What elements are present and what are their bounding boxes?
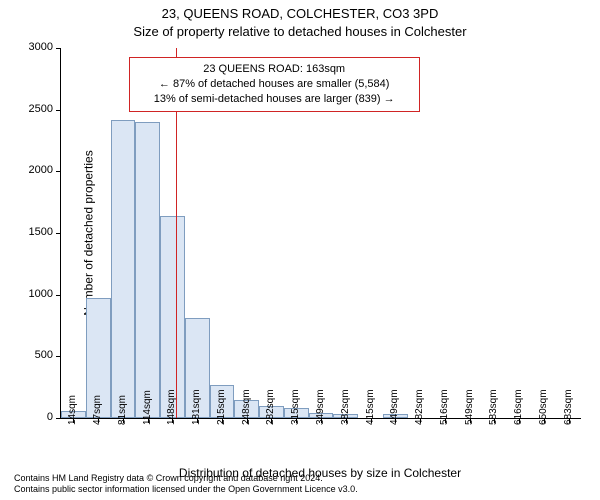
histogram-bar bbox=[111, 120, 136, 418]
y-tick-label: 500 bbox=[35, 349, 61, 361]
x-tick-label: 47sqm bbox=[92, 395, 103, 425]
y-axis-label-container: Number of detached properties bbox=[6, 48, 20, 418]
x-tick-label: 349sqm bbox=[315, 389, 326, 425]
x-tick-label: 616sqm bbox=[513, 389, 524, 425]
x-tick-label: 114sqm bbox=[142, 390, 153, 425]
footer-attribution: Contains HM Land Registry data © Crown c… bbox=[14, 473, 358, 496]
y-tick-label: 0 bbox=[47, 411, 61, 423]
y-tick-label: 2500 bbox=[29, 103, 61, 115]
x-tick-label: 482sqm bbox=[414, 389, 425, 425]
y-tick-label: 1000 bbox=[29, 288, 61, 300]
x-tick-label: 516sqm bbox=[439, 389, 450, 425]
x-tick-label: 449sqm bbox=[389, 389, 400, 425]
histogram-bar bbox=[160, 216, 185, 418]
x-tick-label: 315sqm bbox=[290, 389, 301, 425]
x-tick-label: 215sqm bbox=[216, 389, 227, 425]
x-tick-label: 248sqm bbox=[241, 389, 252, 425]
x-tick-label: 683sqm bbox=[563, 389, 574, 425]
y-tick-label: 3000 bbox=[29, 41, 61, 53]
histogram-bar bbox=[135, 122, 160, 418]
annotation-line1: 23 QUEENS ROAD: 163sqm bbox=[138, 62, 411, 77]
x-tick-label: 14sqm bbox=[67, 395, 78, 425]
page-subtitle: Size of property relative to detached ho… bbox=[0, 24, 600, 39]
page: 23, QUEENS ROAD, COLCHESTER, CO3 3PD Siz… bbox=[0, 0, 600, 500]
x-tick-label: 282sqm bbox=[265, 389, 276, 425]
x-tick-label: 415sqm bbox=[365, 389, 376, 425]
page-title-address: 23, QUEENS ROAD, COLCHESTER, CO3 3PD bbox=[0, 6, 600, 21]
annotation-line3: 13% of semi-detached houses are larger (… bbox=[138, 92, 411, 107]
histogram-plot: 050010001500200025003000 14sqm47sqm81sqm… bbox=[60, 48, 581, 419]
annotation-line2: ← 87% of detached houses are smaller (5,… bbox=[138, 77, 411, 92]
x-tick-label: 81sqm bbox=[117, 395, 128, 425]
footer-line1: Contains HM Land Registry data © Crown c… bbox=[14, 473, 358, 485]
x-tick-label: 181sqm bbox=[191, 389, 202, 425]
x-tick-label: 583sqm bbox=[488, 389, 499, 425]
x-tick-label: 650sqm bbox=[538, 389, 549, 425]
y-tick-label: 1500 bbox=[29, 226, 61, 238]
annotation-box: 23 QUEENS ROAD: 163sqm ← 87% of detached… bbox=[129, 57, 420, 112]
footer-line2: Contains public sector information licen… bbox=[14, 484, 358, 496]
x-tick-label: 549sqm bbox=[464, 389, 475, 425]
y-tick-label: 2000 bbox=[29, 164, 61, 176]
x-tick-label: 382sqm bbox=[340, 389, 351, 425]
